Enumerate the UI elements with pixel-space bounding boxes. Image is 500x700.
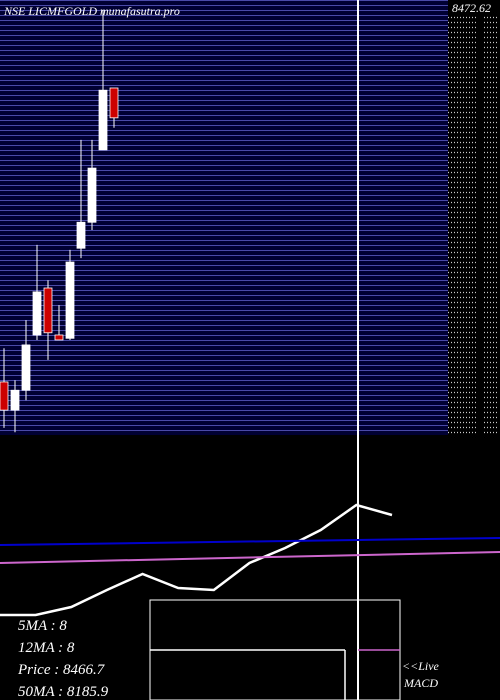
info-text: 12MA : 8: [18, 640, 75, 656]
price-scale: [448, 14, 498, 435]
candle-body: [76, 221, 86, 249]
candle-body: [43, 287, 53, 334]
candle-body: [10, 389, 20, 411]
info: 5MA : 8 12MA : 8 Price : 8466.7 50MA : 8185…: [17, 618, 109, 700]
chart-title: NSE LICMFGOLD munafasutra.pro: [3, 4, 180, 18]
candle-body: [32, 291, 42, 336]
candle-body: [21, 344, 31, 391]
info-text: Price : 8466.7: [17, 662, 106, 678]
candle-body: [0, 381, 9, 411]
price-label: 8472.62: [452, 1, 491, 15]
macd-label: MACD: [403, 676, 438, 690]
price-panel: [0, 0, 448, 435]
indicator-line: [0, 537, 500, 546]
candle-body: [87, 167, 97, 223]
live-label: <<Live: [402, 659, 440, 673]
indicator-line: [0, 551, 500, 564]
candle-body: [109, 87, 119, 119]
indicator-line: [0, 503, 393, 617]
info-text: 5MA : 8: [18, 618, 67, 634]
candle-body: [98, 89, 108, 151]
info-text: 50MA : 8185.9: [18, 684, 109, 700]
candle-body: [54, 334, 64, 341]
candle-body: [65, 261, 75, 339]
